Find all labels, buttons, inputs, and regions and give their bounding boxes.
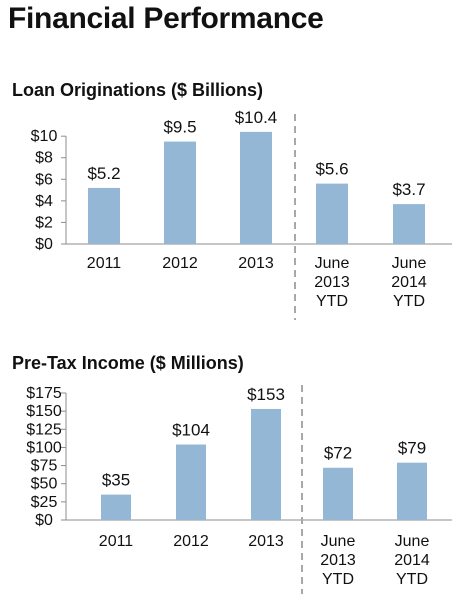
- income-category-label: June 2014 YTD: [394, 533, 430, 588]
- income-category-label-line: 2013: [248, 533, 284, 550]
- loan-bar: [240, 131, 272, 244]
- income-data-label: $72: [324, 444, 352, 463]
- income-y-tick-label: $75: [31, 458, 58, 475]
- loan-bar: [164, 141, 196, 244]
- income-y-tick-label: $50: [31, 476, 58, 493]
- loan-category-label: June 2013 YTD: [314, 255, 350, 310]
- income-category-label: 2013: [248, 533, 284, 550]
- income-y-tick-label: $150: [26, 403, 62, 420]
- income-category-label-line: June: [395, 533, 430, 550]
- income-y-tick-label: $125: [26, 421, 62, 438]
- income-bar: [176, 444, 206, 520]
- loan-y-tick-label: $4: [35, 193, 53, 210]
- loan-y-tick-label: $8: [35, 150, 53, 167]
- loan-category-label: 2012: [162, 255, 198, 272]
- income-y-tick-label: $175: [26, 385, 62, 402]
- income-category-label-line: 2013: [320, 552, 356, 569]
- income-bar: [251, 408, 281, 520]
- income-category-label-line: YTD: [322, 571, 354, 588]
- loan-category-label-line: 2014: [391, 274, 427, 291]
- loan-originations-chart-title: Loan Originations ($ Billions): [12, 80, 264, 100]
- income-category-label-line: 2011: [99, 533, 134, 550]
- loan-category-label-line: YTD: [316, 293, 348, 310]
- page-title: Financial Performance: [8, 2, 324, 35]
- loan-y-tick-label: $0: [35, 236, 53, 253]
- loan-category-label-line: June: [315, 255, 350, 272]
- loan-category-label-line: 2011: [87, 255, 122, 272]
- loan-category-label-line: 2013: [314, 274, 350, 291]
- income-category-label: June 2013 YTD: [320, 533, 356, 588]
- income-category-label-line: 2012: [173, 533, 209, 550]
- income-category-label-line: YTD: [396, 571, 428, 588]
- income-data-label: $35: [102, 471, 130, 490]
- income-bar: [323, 467, 353, 520]
- loan-category-label: June 2014 YTD: [391, 255, 427, 310]
- income-data-label: $104: [172, 421, 210, 440]
- income-category-label: 2011: [99, 533, 134, 550]
- loan-category-label: 2011: [87, 255, 122, 272]
- income-category-label-line: June: [321, 533, 356, 550]
- income-bar: [101, 494, 131, 520]
- loan-category-label-line: YTD: [393, 293, 425, 310]
- loan-category-label-line: June: [392, 255, 427, 272]
- loan-y-tick-label: $10: [31, 128, 58, 145]
- income-bar: [397, 462, 427, 520]
- loan-y-tick-label: $6: [35, 171, 53, 188]
- pre-tax-income-chart-title: Pre-Tax Income ($ Millions): [12, 353, 244, 373]
- loan-bar: [88, 187, 120, 244]
- income-y-tick-label: $0: [35, 512, 53, 529]
- income-category-label: 2012: [173, 533, 209, 550]
- income-data-label: $79: [398, 439, 426, 458]
- income-data-label: $153: [247, 385, 285, 404]
- loan-category-label-line: 2012: [162, 255, 198, 272]
- loan-bar: [393, 204, 425, 244]
- loan-y-tick-label: $2: [35, 214, 53, 231]
- loan-bar: [316, 183, 348, 244]
- loan-category-label: 2013: [238, 255, 274, 272]
- income-y-tick-label: $100: [26, 439, 62, 456]
- loan-originations-bar-chart: $0 $2 $4 $6 $8 $10 $5.2 2011 $9.5 2012 $10.4 2013 $5…: [31, 110, 452, 320]
- loan-category-label-line: 2013: [238, 255, 274, 272]
- income-y-tick-label: $25: [31, 494, 58, 511]
- income-category-label-line: 2014: [394, 552, 430, 569]
- loan-data-label: $10.4: [235, 110, 278, 127]
- loan-data-label: $9.5: [163, 118, 196, 137]
- loan-data-label: $5.2: [87, 164, 120, 183]
- pre-tax-income-bar-chart: $0$25$50$75 $100$125$150$175 $35 2011 $104 20…: [26, 385, 452, 594]
- loan-data-label: $3.7: [392, 180, 425, 199]
- loan-data-label: $5.6: [315, 160, 348, 179]
